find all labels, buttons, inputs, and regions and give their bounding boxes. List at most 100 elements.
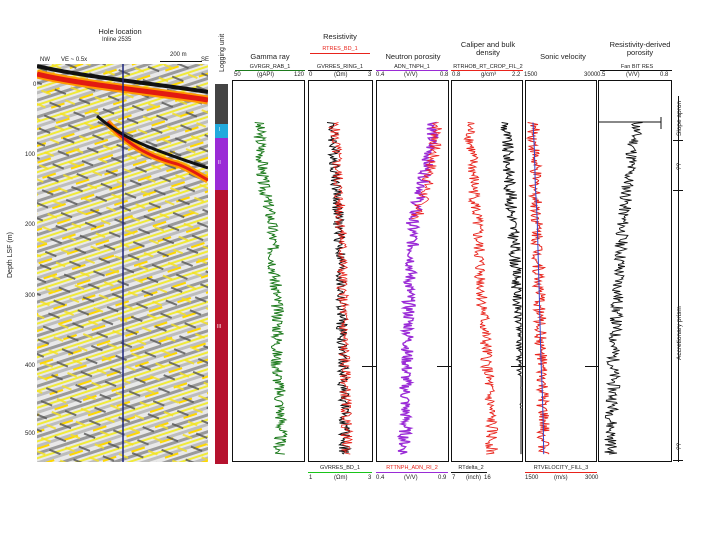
sonic-bottom-line (525, 472, 597, 473)
resistivity-bunit: (Ωm) (334, 475, 348, 481)
caliper-curve: RTRHOB_RT_CROP_FIL_2 (453, 64, 523, 70)
depth-tick-500: 500 (25, 431, 36, 437)
depth-tick-0: 0 (33, 82, 37, 88)
resistivity-top-curve: RTRES_BD_1 (322, 46, 358, 52)
sonic-curve-line (525, 122, 551, 455)
sonic-panel (525, 80, 597, 462)
caliper-panel (451, 80, 523, 462)
sonic-bottom-curve: RTVELOCITY_FILL_3 (533, 465, 589, 471)
neutron-curve-line (396, 121, 440, 455)
sonic-max: 3000 (584, 72, 598, 78)
unit-2-label: II (218, 160, 221, 166)
gamma-header-line (235, 70, 305, 71)
resistivity-title: Resistivity (323, 32, 357, 41)
gamma-min: 50 (234, 72, 241, 78)
depth-tick-100: 100 (25, 152, 36, 158)
neutron-curve: ADN_TNPH_1 (394, 64, 430, 70)
resistivity-red-line (328, 122, 354, 455)
caliper-bunit: (inch) (466, 475, 482, 481)
resistivity-max: 3 (368, 72, 372, 78)
gamma-unit: (gAPI) (257, 72, 275, 78)
caliper-bmax: 16 (484, 475, 491, 481)
depth-tick-400: 400 (25, 363, 36, 369)
question-label-2: ?? (676, 442, 683, 450)
question-label-1: ?? (676, 162, 683, 170)
ref-line-1 (362, 366, 376, 367)
right-tick-2 (673, 190, 683, 191)
unit-3-label: III (217, 324, 222, 330)
unit-1-label: I (219, 127, 221, 133)
neutron-plot (396, 121, 442, 455)
sonic-bmin: 1500 (525, 475, 539, 481)
resistivity-top-line (310, 53, 370, 54)
porosity-header-line (600, 70, 672, 71)
se-label: SE (201, 57, 210, 63)
resistivity-min: 0 (309, 72, 313, 78)
caliper-max: 2.2 (512, 72, 521, 78)
gamma-title: Gamma ray (250, 52, 290, 61)
ref-line-2 (437, 366, 451, 367)
neutron-max: 0.8 (440, 72, 449, 78)
density-curve-line (463, 122, 499, 455)
logging-unit-column: I II III (215, 84, 228, 464)
caliper-title: Caliper and bulk density (460, 40, 516, 57)
neutron-min: 0.4 (376, 72, 385, 78)
caliper-min: 0.8 (452, 72, 461, 78)
seismic-title: Hole location (98, 27, 142, 36)
caliper-bmin: 7 (452, 475, 456, 481)
neutron-bunit: (V/V) (404, 475, 418, 481)
gamma-plot (253, 122, 288, 455)
neutron-bottom-line (376, 472, 448, 473)
neutron-bottom-curve: RTTNPH_ADN_RI_2 (386, 465, 438, 471)
neutron-unit: (V/V) (404, 72, 418, 78)
scale-bar (160, 61, 202, 62)
right-axis-line (678, 96, 679, 462)
neutron-bmax: 0.9 (438, 475, 447, 481)
sonic-title: Sonic velocity (540, 52, 586, 61)
resistivity-panel (308, 80, 373, 462)
neutron-panel (376, 80, 449, 462)
resistivity-bottom-line (308, 472, 372, 473)
scale-label: 200 m (170, 52, 187, 58)
resistivity-bmax: 3 (368, 475, 372, 481)
resistivity-curve: GVRRES_RING_1 (316, 64, 364, 70)
porosity-curve-line (604, 122, 643, 455)
gamma-curve-line (253, 122, 288, 455)
depth-tick-300: 300 (25, 293, 36, 299)
seismic-image (37, 64, 208, 462)
ve-label: VE ~ 0.5x (61, 57, 88, 63)
gamma-curve: GVRGR_RAB_1 (249, 64, 291, 70)
neutron-bmin: 0.4 (376, 475, 385, 481)
porosity-plot (599, 117, 662, 455)
neutron-red-line (411, 122, 442, 220)
porosity-curve: Fan BIT RES (620, 64, 654, 70)
nw-label: NW (40, 57, 50, 63)
ref-line-3 (511, 366, 525, 367)
gamma-panel (232, 80, 305, 462)
caliper-bottom-curve: RTdelta_2 (458, 465, 484, 471)
resistivity-plot (326, 122, 354, 455)
logging-unit-label: Logging unit (219, 33, 226, 72)
ref-line-4 (585, 366, 599, 367)
resistivity-header-line (308, 70, 372, 71)
neutron-title: Neutron porosity (385, 52, 441, 61)
sonic-trend-line (532, 122, 545, 455)
accretionary-label: Accretionary prism (676, 306, 683, 360)
caliper-header-line (451, 70, 523, 71)
sonic-min: 1500 (524, 72, 538, 78)
right-tick-1 (673, 140, 683, 141)
porosity-max: 0.8 (660, 72, 669, 78)
neutron-header-line (376, 70, 448, 71)
caliper-bottom-line (451, 472, 487, 473)
caliper-plot (463, 122, 523, 455)
gamma-max: 120 (294, 72, 305, 78)
resistivity-unit: (Ωm) (334, 72, 348, 78)
slope-apron-label: Slope apron (676, 100, 683, 136)
sonic-bmax: 3000 (585, 475, 599, 481)
depth-axis-label: Depth LSF (m) (7, 232, 14, 278)
porosity-panel (598, 80, 672, 462)
porosity-title: Resistivity-derived porosity (609, 40, 671, 57)
sonic-bunit: (m/s) (554, 475, 568, 481)
caliper-unit: g/cm³ (481, 72, 496, 78)
right-tick-3 (673, 460, 683, 461)
